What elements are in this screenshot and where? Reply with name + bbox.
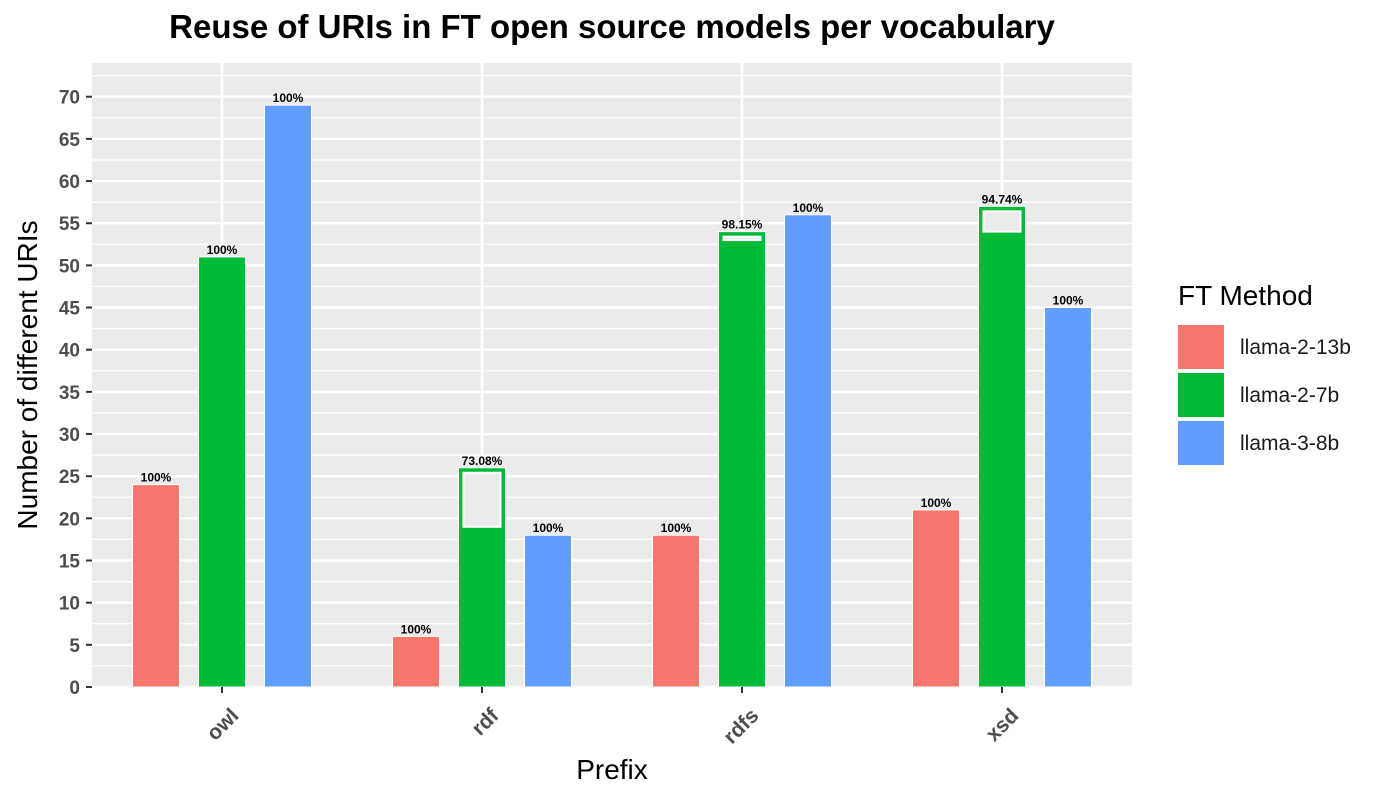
chart-title: Reuse of URIs in FT open source models p…	[169, 8, 1055, 45]
y-tick-label: 15	[59, 552, 81, 573]
legend-key-llama-2-13b	[1178, 325, 1224, 371]
y-tick-label: 10	[59, 594, 80, 615]
y-tick-label: 45	[59, 299, 81, 320]
bar-value-label: 100%	[141, 471, 172, 485]
x-tick-label: rdf	[467, 703, 504, 740]
y-tick-label: 20	[59, 509, 80, 530]
bar-value-label: 100%	[793, 201, 824, 215]
non-reused-portion	[722, 235, 762, 242]
y-axis-title: Number of different URIs	[12, 220, 43, 529]
legend-label: llama-2-13b	[1240, 336, 1351, 359]
bar-llama-2-13b-xsd	[912, 509, 960, 688]
y-tick-label: 25	[59, 467, 81, 488]
plot-panel	[92, 63, 1132, 687]
legend-item-llama-3-8b: llama-3-8b	[1178, 420, 1351, 468]
bar-llama-2-13b-rdfs	[652, 534, 700, 688]
y-tick-label: 30	[59, 425, 80, 446]
bar-value-label: 94.74%	[982, 192, 1023, 206]
x-tick-label: xsd	[982, 704, 1024, 746]
non-reused-portion	[462, 471, 502, 528]
legend-label: llama-3-8b	[1240, 432, 1340, 455]
bar-value-label: 100%	[273, 91, 304, 105]
legend: FT Method llama-2-13b llama-2-7b llama-3…	[1178, 280, 1351, 468]
y-tick-label: 35	[59, 383, 81, 404]
legend-item-llama-2-13b: llama-2-13b	[1178, 324, 1351, 372]
bar-value-label: 100%	[1053, 294, 1084, 308]
y-tick-label: 60	[59, 172, 80, 193]
non-reused-portion	[982, 210, 1022, 233]
bar-value-label: 100%	[921, 496, 952, 510]
x-tick-label: owl	[202, 704, 243, 745]
bar-llama-3-8b-xsd	[1044, 307, 1092, 688]
y-tick-label: 5	[69, 636, 80, 657]
bar-value-label: 100%	[401, 622, 432, 636]
bars	[132, 104, 1092, 688]
bar-llama-2-13b-owl	[132, 484, 180, 688]
y-tick-label: 50	[59, 256, 80, 277]
bar-llama-3-8b-rdfs	[784, 214, 832, 688]
y-tick-label: 65	[59, 130, 81, 151]
y-tick-label: 40	[59, 341, 80, 362]
legend-label: llama-2-7b	[1240, 384, 1340, 407]
x-axis-title: Prefix	[576, 754, 648, 785]
y-axis-ticks: 0 5 10 15 20 25 30 35 40 45 50 55 60 65 70	[59, 88, 92, 699]
bar-llama-2-7b-owl	[198, 256, 246, 688]
bar-value-label: 100%	[533, 521, 564, 535]
bar-llama-2-13b-rdf	[392, 635, 440, 688]
bar-llama-3-8b-owl	[264, 104, 312, 688]
bar-value-label: 100%	[661, 521, 692, 535]
x-tick-label: rdfs	[719, 704, 763, 748]
bar-llama-3-8b-rdf	[524, 534, 572, 688]
bar-value-label: 98.15%	[722, 218, 763, 232]
y-tick-label: 70	[59, 88, 80, 109]
legend-item-llama-2-7b: llama-2-7b	[1178, 372, 1351, 420]
y-tick-label: 55	[59, 214, 81, 235]
legend-key-llama-3-8b	[1178, 421, 1224, 467]
x-axis-ticks: owl rdf rdfs xsd	[202, 687, 1023, 748]
y-tick-label: 0	[69, 678, 80, 699]
bar-labels: 100% 100% 100% 100% 100% 73.08% 98.15% 94.74% 10…	[141, 91, 1084, 636]
bar-value-label: 100%	[207, 243, 238, 257]
bar-llama-2-7b-rdfs	[718, 231, 766, 688]
bar-value-label: 73.08%	[462, 454, 503, 468]
legend-key-llama-2-7b	[1178, 373, 1224, 419]
bar-llama-2-7b-xsd	[978, 205, 1026, 688]
legend-title: FT Method	[1178, 280, 1313, 311]
